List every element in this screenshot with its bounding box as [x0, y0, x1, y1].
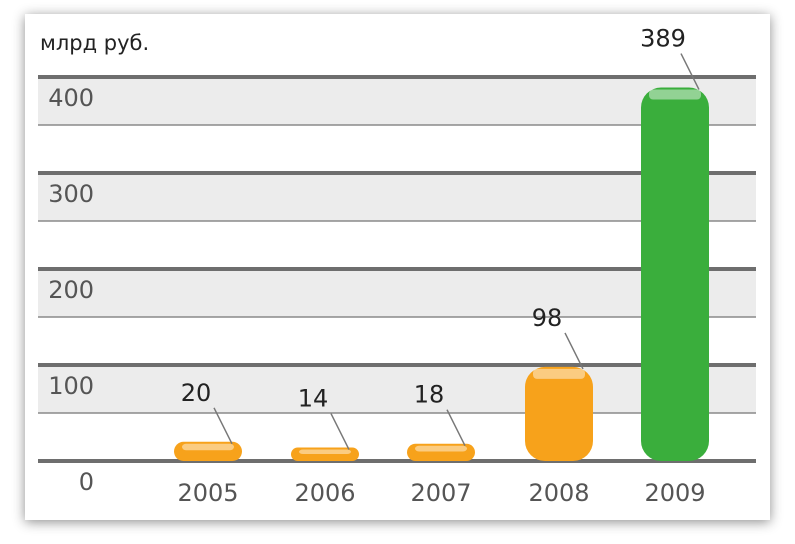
bar: [174, 441, 242, 461]
y-tick-label: 200: [48, 276, 94, 304]
y-axis-label: млрд руб.: [40, 31, 149, 55]
value-label: 18: [414, 381, 445, 409]
bar: [291, 447, 359, 461]
bar: [407, 443, 475, 461]
bar-highlight: [182, 443, 234, 451]
leader-line: [213, 407, 233, 445]
leader-line: [330, 413, 350, 450]
leader-line: [680, 53, 700, 90]
value-label: 98: [532, 304, 563, 332]
y-tick-label: 100: [48, 372, 94, 400]
value-label: 20: [181, 379, 212, 407]
y-tick-label: 300: [48, 180, 94, 208]
grid-band: [38, 77, 756, 125]
value-label: 14: [298, 385, 329, 413]
x-tick-label: 2009: [644, 479, 705, 507]
x-tick-label: 2008: [528, 479, 589, 507]
x-tick-label: 2005: [177, 479, 238, 507]
bar-highlight: [533, 368, 585, 379]
value-label: 389: [640, 25, 686, 53]
leader-line: [446, 409, 466, 447]
bar: [525, 366, 593, 461]
bar-highlight: [299, 449, 351, 455]
y-tick-label: 0: [79, 468, 94, 496]
bar: [641, 87, 709, 461]
grid-band: [38, 365, 756, 413]
leader-line: [564, 332, 584, 370]
x-tick-label: 2006: [294, 479, 355, 507]
bar-highlight: [649, 89, 701, 100]
bar-highlight: [415, 445, 467, 452]
x-tick-label: 2007: [410, 479, 471, 507]
grid-band: [38, 173, 756, 221]
grid-band: [38, 269, 756, 317]
y-tick-label: 400: [48, 84, 94, 112]
